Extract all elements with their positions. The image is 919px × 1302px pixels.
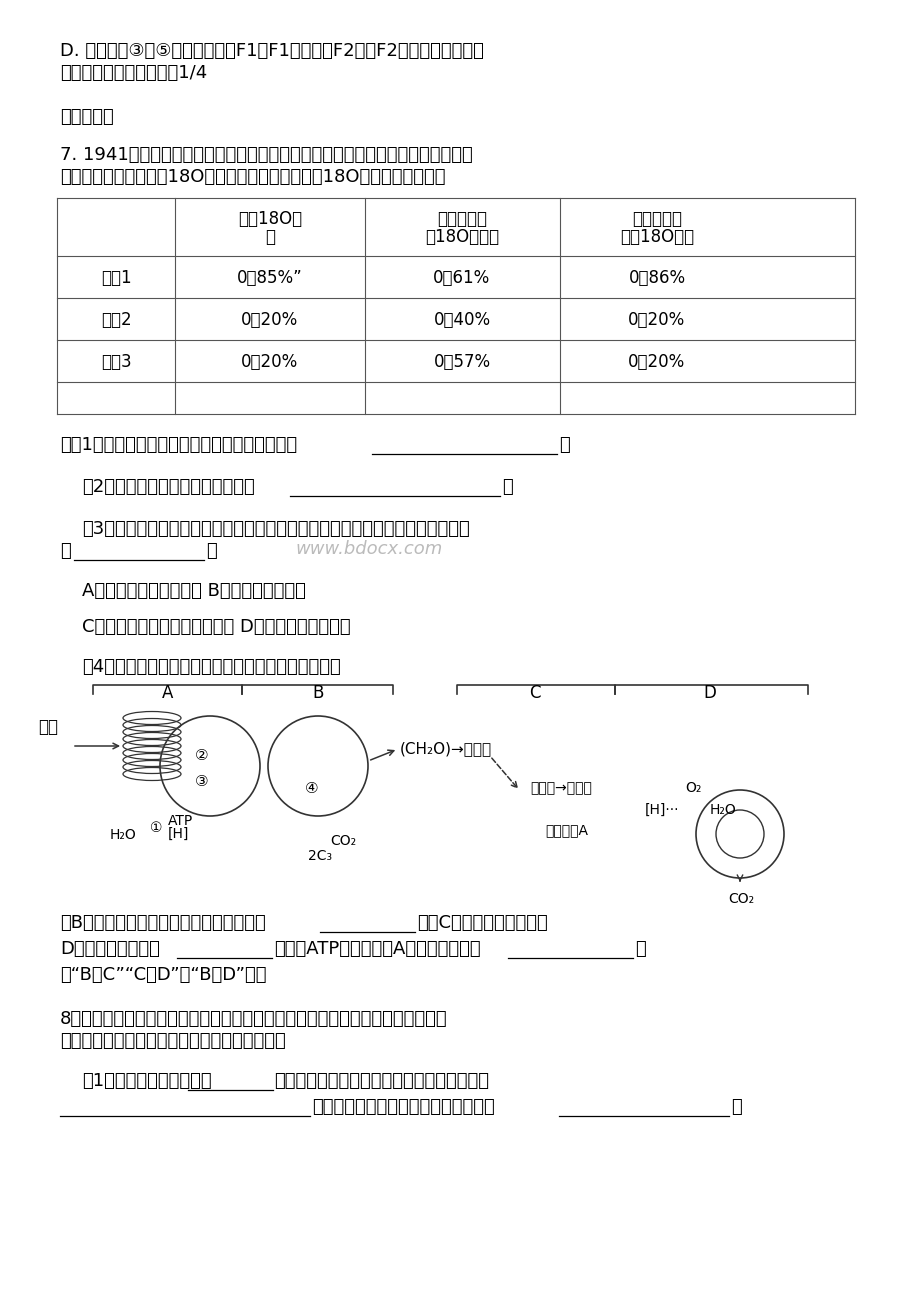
Text: 填“B和C”“C和D”或“B和D”）。: 填“B和C”“C和D”或“B和D”）。 [60,966,267,984]
Text: 若B代表一种反应过程，则其发生的场所是: 若B代表一种反应过程，则其发生的场所是 [60,914,266,932]
Text: 。图中ATP合成发生在A过程，还发生在: 。图中ATP合成发生在A过程，还发生在 [274,940,480,958]
Text: H₂O: H₂O [709,803,736,816]
Text: C．研究分泌蛋白的合成与分泌 D．人鼠细胞融合实验: C．研究分泌蛋白的合成与分泌 D．人鼠细胞融合实验 [82,618,350,635]
Text: B: B [312,684,323,702]
Text: （1）淡巴因子是抗原刺激: （1）淡巴因子是抗原刺激 [82,1072,211,1090]
Text: ③: ③ [195,773,209,789]
Text: CO₂: CO₂ [330,835,356,848]
Text: 实验2: 实验2 [100,311,131,329]
Text: 植株中，纯合子的概率为1/4: 植株中，纯合子的概率为1/4 [60,64,207,82]
Text: 0．57%: 0．57% [433,353,490,371]
Text: 实验1: 实验1 [100,270,131,286]
Text: 0．61%: 0．61% [433,270,490,286]
Text: 0．20%: 0．20% [241,353,299,371]
Text: 产生的氧气: 产生的氧气 [631,210,681,228]
Text: 二、综合题: 二、综合题 [60,108,114,126]
Text: O₂: O₂ [685,781,700,796]
Text: （: （ [634,940,645,958]
Text: 有: 有 [60,542,71,560]
Text: 0．20%: 0．20% [241,311,299,329]
Text: [H]···: [H]··· [644,803,679,816]
Text: 。: 。 [206,542,217,560]
Text: ATP: ATP [168,814,193,828]
Text: [H]: [H] [168,827,189,841]
Text: (CH₂O)→葡萄糖: (CH₂O)→葡萄糖 [400,741,492,756]
Text: 0．20%: 0．20% [628,311,685,329]
Text: 。: 。 [502,478,512,496]
Text: 0．85%”: 0．85%” [237,270,302,286]
Text: 乙酰辅醂A: 乙酰辅醂A [544,823,587,837]
Text: 。抗原和抗体结合后，可抑制病原体的: 。抗原和抗体结合后，可抑制病原体的 [312,1098,494,1116]
Text: 的18O的比例: 的18O的比例 [425,228,498,246]
Text: 8．病原体感染人体后会引起机体产生淡巴因子和抗原一抗体复合物，这两种物质: 8．病原体感染人体后会引起机体产生淡巴因子和抗原一抗体复合物，这两种物质 [60,1010,448,1029]
Text: 0．86%: 0．86% [628,270,685,286]
Text: 2C₃: 2C₃ [308,849,332,863]
Text: ②: ② [195,749,209,763]
Text: （4）如图是小球藻的光合作用和呼吸作用的示意图。: （4）如图是小球藻的光合作用和呼吸作用的示意图。 [82,658,340,676]
Text: CO₂: CO₂ [727,892,754,906]
Text: C: C [528,684,540,702]
Text: 可能成为致热源引起机体发热。回答下列问题：: 可能成为致热源引起机体发热。回答下列问题： [60,1032,286,1049]
Text: 对（1）该实验中碳酸氢盐的作用是为小球藻提供: 对（1）该实验中碳酸氢盐的作用是为小球藻提供 [60,436,297,454]
Text: 0．20%: 0．20% [628,353,685,371]
Text: 。若C代表细胞质基质，则: 。若C代表细胞质基质，则 [416,914,547,932]
Text: A: A [162,684,174,702]
Text: H₂O: H₂O [110,828,137,842]
Text: A．噬菌体侵染细菌实验 B．促胰液素的发现: A．噬菌体侵染细菌实验 B．促胰液素的发现 [82,582,305,600]
Text: 细胞后产生的。其在体液免疫过程中的作用是: 细胞后产生的。其在体液免疫过程中的作用是 [274,1072,489,1090]
Text: D: D [703,684,716,702]
Text: ④: ④ [305,781,319,796]
Text: 丙酮酸→丙酮酸: 丙酮酸→丙酮酸 [529,781,591,796]
Text: 。: 。 [559,436,569,454]
Text: 中的18O比例: 中的18O比例 [619,228,693,246]
Text: www.bdocx.com: www.bdocx.com [295,540,442,559]
Text: 光能: 光能 [38,717,58,736]
Text: 7. 1941年鲁宾和卡门用小球藻做了三组实验，每一组提供给小球藻的水和碳酸氢: 7. 1941年鲁宾和卡门用小球藻做了三组实验，每一组提供给小球藻的水和碳酸氢 [60,146,472,164]
Text: （2）从实验结果可以得出的结论是: （2）从实验结果可以得出的结论是 [82,478,255,496]
Text: D. 选择品系③和⑤作亲本杂交得F1，F1再自交得F2，则F2表现为长节高茎的: D. 选择品系③和⑤作亲本杂交得F1，F1再自交得F2，则F2表现为长节高茎的 [60,42,483,60]
Text: 盐中都含有比例不等的18O，分析每组产生的氧气中18O比例，结果如下：: 盐中都含有比例不等的18O，分析每组产生的氧气中18O比例，结果如下： [60,168,445,186]
Text: 0．40%: 0．40% [433,311,490,329]
Text: （3）该实验成功的关键是运用了同位素标记法，下列实验中也运用了该项技术的: （3）该实验成功的关键是运用了同位素标记法，下列实验中也运用了该项技术的 [82,519,470,538]
Text: 水中18O比: 水中18O比 [238,210,301,228]
Text: ①: ① [150,822,163,835]
Text: 实验3: 实验3 [100,353,131,371]
Text: 。: 。 [731,1098,741,1116]
Text: 碳酸氢盐中: 碳酸氢盐中 [437,210,486,228]
Text: D代表的细胞结构是: D代表的细胞结构是 [60,940,160,958]
Text: 例: 例 [265,228,275,246]
